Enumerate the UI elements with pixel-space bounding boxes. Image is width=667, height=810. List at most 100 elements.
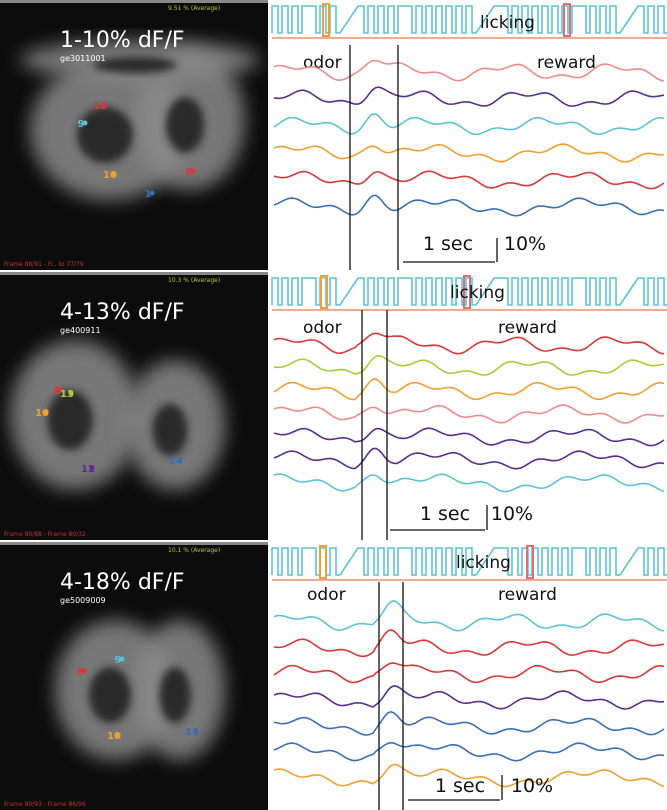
roi-label: 8 bbox=[77, 667, 84, 678]
panel: 9.51 % (Average) Frame 88/91 - Fr.. to 77… bbox=[0, 0, 667, 270]
trace bbox=[273, 86, 665, 107]
amp-scale-label: 10% bbox=[511, 775, 553, 797]
trace bbox=[273, 143, 665, 163]
trace-area bbox=[272, 272, 667, 540]
roi-dot bbox=[101, 102, 107, 108]
avg-label: 10.1 % (Average) bbox=[168, 547, 220, 554]
roi-label: 10 bbox=[103, 170, 117, 181]
lick-marker bbox=[526, 545, 534, 579]
trace bbox=[273, 378, 665, 401]
trace bbox=[273, 662, 665, 684]
trace-area bbox=[272, 542, 667, 810]
roi-dot bbox=[190, 168, 196, 174]
trace bbox=[273, 600, 665, 632]
trace bbox=[273, 427, 665, 447]
roi-dot bbox=[193, 728, 199, 734]
roi-dot bbox=[115, 732, 121, 738]
roi-label: 8 bbox=[186, 167, 193, 178]
roi-label: 10 bbox=[107, 731, 121, 742]
lick-marker bbox=[319, 545, 327, 579]
trace bbox=[273, 113, 665, 136]
odor-label: odor bbox=[303, 318, 342, 338]
roi-label: 14 bbox=[169, 456, 183, 467]
frame-label: Frame 80/93 - Frame 86/96 bbox=[4, 801, 86, 808]
time-scale-label: 1 sec bbox=[420, 503, 470, 525]
frame-label: Frame 88/91 - Fr.. to 77/79 bbox=[4, 261, 84, 268]
roi-dot bbox=[177, 457, 183, 463]
lick-marker bbox=[320, 275, 328, 309]
tissue-core bbox=[152, 404, 188, 456]
experiment-id: ge400911 bbox=[60, 326, 101, 335]
trace bbox=[273, 447, 665, 470]
trace bbox=[273, 741, 665, 762]
trace bbox=[273, 629, 665, 658]
tissue-core bbox=[159, 667, 191, 723]
roi-dot bbox=[119, 656, 125, 662]
experiment-id: ge5009009 bbox=[60, 596, 106, 605]
licking-label: licking bbox=[456, 553, 511, 573]
time-scale-label: 1 sec bbox=[423, 233, 473, 255]
roi-label: 12 bbox=[93, 101, 107, 112]
tissue-core bbox=[165, 97, 205, 153]
trace bbox=[273, 710, 665, 736]
lick-trace bbox=[271, 547, 667, 576]
panel-title: 1-10% dF/F bbox=[60, 28, 185, 53]
panel: 10.1 % (Average) Frame 80/93 - Frame 86/9… bbox=[0, 542, 667, 810]
trace bbox=[273, 194, 665, 217]
header-bar bbox=[0, 272, 268, 275]
trace bbox=[273, 354, 665, 376]
roi-label: 1 bbox=[145, 189, 152, 200]
roi-label: 12 bbox=[81, 464, 95, 475]
roi-dot bbox=[68, 390, 74, 396]
tissue-core bbox=[93, 57, 177, 73]
panel-title: 4-18% dF/F bbox=[60, 570, 185, 595]
trace bbox=[273, 685, 665, 710]
roi-dot bbox=[111, 171, 117, 177]
roi-label: 13 bbox=[60, 389, 74, 400]
trace bbox=[273, 473, 665, 493]
licking-label: licking bbox=[450, 283, 505, 303]
frame-label: Frame 80/88 - Frame 80/32 bbox=[4, 531, 86, 538]
roi-label: 10 bbox=[35, 408, 49, 419]
roi-dot bbox=[43, 409, 49, 415]
amp-scale-label: 10% bbox=[504, 233, 546, 255]
avg-label: 9.51 % (Average) bbox=[168, 5, 220, 12]
header-bar bbox=[0, 542, 268, 545]
roi-dot bbox=[149, 190, 155, 196]
trace bbox=[273, 170, 665, 190]
roi-dot bbox=[81, 668, 87, 674]
lick-trace bbox=[271, 277, 667, 306]
roi-label: 8 bbox=[54, 386, 61, 397]
trace bbox=[273, 332, 665, 355]
roi-dot bbox=[58, 387, 64, 393]
roi-label: 11 bbox=[185, 727, 199, 738]
panel: 10.3 % (Average) Frame 80/88 - Frame 80/3… bbox=[0, 272, 667, 540]
tissue-core bbox=[47, 390, 93, 450]
trace bbox=[273, 59, 665, 82]
odor-label: odor bbox=[303, 53, 342, 73]
tissue-core bbox=[89, 667, 131, 723]
roi-label: 9 bbox=[115, 655, 122, 666]
amp-scale-label: 10% bbox=[491, 503, 533, 525]
lick-marker bbox=[322, 3, 330, 37]
odor-label: odor bbox=[307, 585, 346, 605]
roi-dot bbox=[82, 120, 88, 126]
header-bar bbox=[0, 0, 268, 3]
lick-marker bbox=[563, 3, 571, 37]
panel-title: 4-13% dF/F bbox=[60, 300, 185, 325]
trace bbox=[273, 763, 665, 788]
lick-marker bbox=[463, 275, 471, 309]
roi-dot bbox=[89, 465, 95, 471]
avg-label: 10.3 % (Average) bbox=[168, 277, 220, 284]
experiment-id: ge3011001 bbox=[60, 54, 106, 63]
reward-label: reward bbox=[498, 318, 557, 338]
reward-label: reward bbox=[498, 585, 557, 605]
trace bbox=[273, 404, 665, 424]
roi-label: 9 bbox=[78, 119, 85, 130]
tissue-core bbox=[77, 107, 133, 163]
time-scale-label: 1 sec bbox=[435, 775, 485, 797]
reward-label: reward bbox=[537, 53, 596, 73]
licking-label: licking bbox=[480, 13, 535, 33]
